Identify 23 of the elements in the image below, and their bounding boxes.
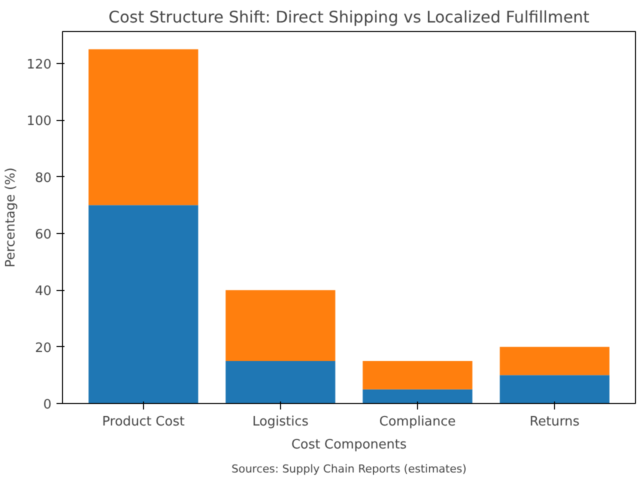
y-tick-label: 100: [26, 114, 52, 130]
y-tick-label: 80: [34, 170, 52, 186]
y-tick-label: 0: [43, 398, 52, 412]
bar: [362, 389, 472, 404]
y-axis-title: Percentage (%): [4, 168, 19, 268]
y-tick-label: 120: [26, 57, 52, 72]
x-tick-label: Returns: [530, 414, 580, 430]
chart-title: Cost Structure Shift: Direct Shipping vs Localized Fulfillment: [108, 8, 590, 26]
bar: [500, 375, 610, 404]
bar: [226, 360, 336, 404]
x-axis-title: Cost Components: [291, 438, 407, 452]
source-note: Sources: Supply Chain Reports (estimates): [231, 462, 467, 476]
bar: [88, 49, 198, 206]
x-tick-label: Compliance: [379, 414, 456, 430]
y-tick-label: 20: [34, 340, 52, 356]
y-tick-label: 40: [34, 284, 52, 300]
bar: [362, 360, 472, 390]
x-tick-label: Product Cost: [102, 414, 185, 430]
bar: [88, 205, 198, 404]
bar: [500, 346, 610, 376]
x-tick-label: Logistics: [252, 414, 309, 430]
y-tick-label: 60: [34, 227, 52, 242]
bar: [226, 290, 336, 361]
